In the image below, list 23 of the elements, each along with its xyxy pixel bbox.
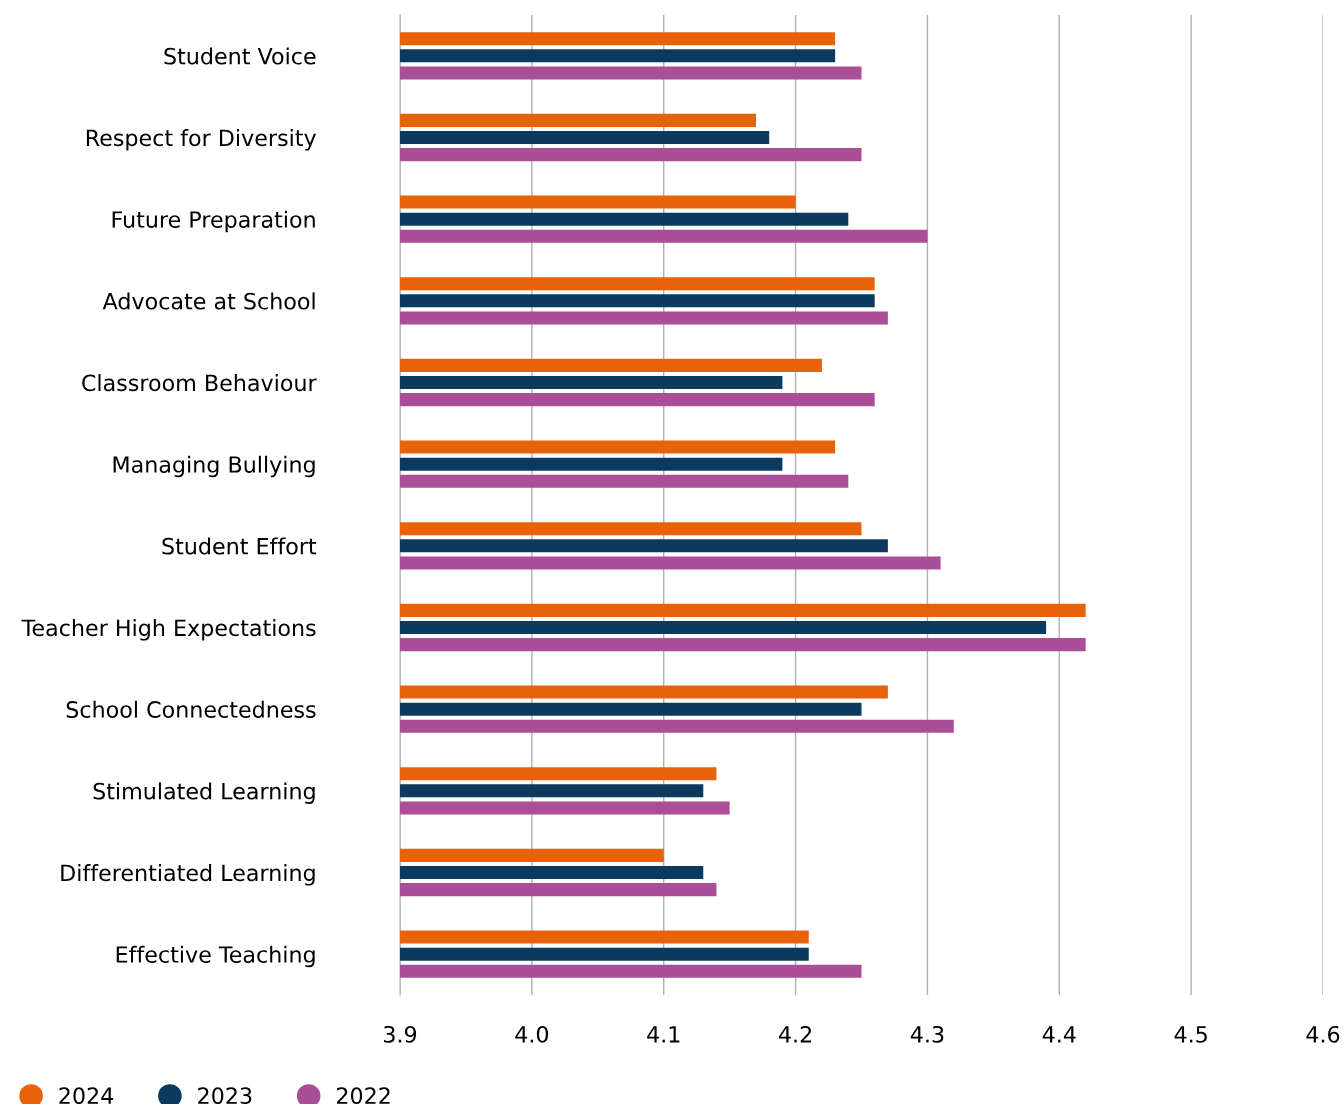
legend-label: 2022: [336, 1087, 390, 1104]
y-tick-label: Respect for Diversity: [86, 129, 316, 151]
x-tick-label: 4.3: [910, 1025, 944, 1043]
y-tick-label: Advocate at School: [102, 292, 315, 310]
y-tick-label: School Connectedness: [66, 700, 316, 718]
y-tick-label: Stimulated Learning: [93, 782, 315, 804]
y-tick-label: Teacher High Expectations: [21, 619, 316, 641]
x-tick-label: 4.4: [1042, 1026, 1076, 1043]
x-tick-label: 4.0: [515, 1025, 549, 1043]
x-tick-label: 4.2: [778, 1025, 812, 1043]
legend-label: 2023: [198, 1087, 252, 1104]
legend-label: 2024: [59, 1087, 114, 1104]
x-tick-label: 4.1: [647, 1026, 680, 1043]
y-tick-label: Future Preparation: [112, 210, 315, 233]
x-tick-label: 3.9: [384, 1025, 417, 1043]
y-tick-label: Classroom Behaviour: [82, 374, 317, 392]
y-tick-label: Differentiated Learning: [61, 864, 315, 886]
y-tick-label: Effective Teaching: [116, 945, 315, 968]
y-tick-label: Student Effort: [162, 537, 317, 555]
x-tick-label: 4.5: [1174, 1026, 1207, 1043]
y-tick-label: Managing Bullying: [113, 455, 315, 478]
y-tick-label: Student Voice: [164, 47, 316, 65]
x-tick-label: 4.6: [1306, 1025, 1340, 1043]
